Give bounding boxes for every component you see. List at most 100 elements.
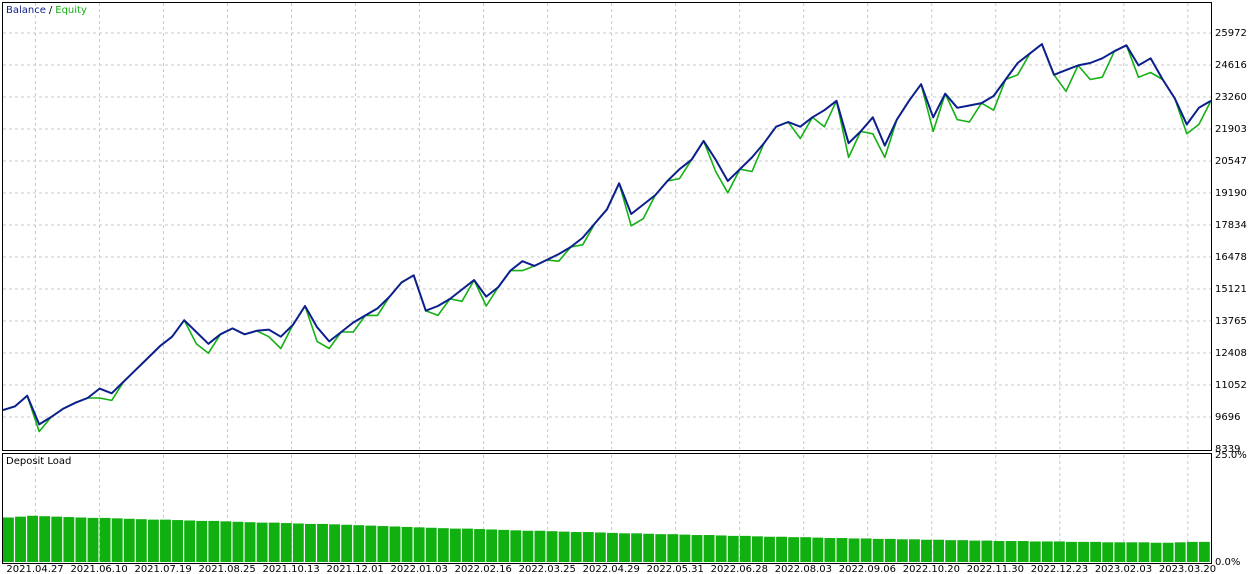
x-tick-label: 2022.02.16 (455, 564, 512, 574)
x-tick-label: 2022.08.03 (775, 564, 832, 574)
load-bar (437, 528, 449, 562)
legend-separator: / (49, 5, 53, 16)
load-bar (558, 531, 570, 562)
load-bar (570, 532, 582, 562)
y-tick-label: 15121 (1215, 284, 1247, 295)
load-bar (27, 515, 39, 562)
load-bar (99, 517, 111, 562)
load-bar (1174, 542, 1186, 562)
load-bar (87, 517, 99, 562)
load-bar (764, 536, 775, 562)
x-tick-label: 2021.10.13 (263, 564, 320, 574)
load-bar (546, 531, 558, 562)
load-bar (667, 534, 679, 562)
legend: Balance / Equity (6, 5, 87, 16)
load-bar (522, 530, 534, 562)
load-bar (449, 528, 461, 562)
load-bar (244, 522, 256, 562)
load-bar (981, 540, 993, 562)
load-bar (691, 535, 703, 562)
load-bar (655, 534, 667, 562)
load-bar (220, 521, 232, 562)
load-bar (1066, 541, 1077, 562)
x-tick-label: 2022.06.28 (711, 564, 768, 574)
load-bar (739, 535, 751, 562)
load-bar (1198, 541, 1210, 562)
y-tick-label: 20547 (1215, 156, 1247, 167)
load-bar (75, 517, 87, 562)
load-bar (15, 516, 26, 562)
legend-entry: Equity (55, 5, 87, 16)
load-bar (872, 538, 884, 562)
load-bar (800, 537, 812, 562)
y-tick-label: 25972 (1215, 28, 1247, 39)
load-bar (896, 539, 908, 562)
x-tick-label: 2023.03.20 (1159, 564, 1216, 574)
load-bar (208, 520, 220, 562)
load-bar (679, 534, 691, 562)
load-bar (63, 517, 75, 562)
load-bar (401, 526, 413, 562)
y-tick-label: 21903 (1215, 124, 1247, 135)
y-tick-label: 0.0% (1215, 557, 1240, 568)
load-bar (945, 540, 957, 562)
load-bar (594, 532, 606, 562)
load-bar (631, 533, 643, 562)
load-bar (184, 520, 196, 562)
load-bar (776, 536, 787, 562)
load-bar (1126, 542, 1138, 562)
load-bar (1102, 542, 1114, 562)
load-bar (256, 522, 268, 562)
load-bar (329, 524, 341, 562)
load-bar (39, 516, 51, 562)
load-bar (1029, 541, 1041, 562)
load-bar (957, 540, 969, 562)
load-bar (1053, 541, 1065, 562)
load-bar (160, 519, 171, 562)
load-bar (643, 533, 655, 562)
y-tick-label: 8339 (1215, 444, 1240, 455)
load-bar (824, 538, 836, 562)
load-bar (1186, 541, 1198, 562)
load-bar (836, 538, 848, 562)
load-bar (51, 516, 63, 562)
load-bar (317, 523, 328, 562)
load-bar (135, 519, 147, 562)
x-tick-label: 2022.11.30 (967, 564, 1024, 574)
y-tick-label: 9696 (1215, 412, 1240, 423)
load-bar (377, 526, 389, 562)
load-bar (111, 518, 123, 562)
load-bar (3, 517, 14, 562)
y-tick-label: 19190 (1215, 188, 1247, 199)
main-panel (2, 2, 1212, 451)
x-tick-label: 2021.06.10 (70, 564, 127, 574)
y-tick-label: 16478 (1215, 252, 1247, 263)
load-bar (341, 524, 353, 562)
load-bar (812, 537, 824, 562)
mark-layer (2, 43, 1212, 562)
load-bar (232, 521, 244, 562)
load-bar (196, 520, 208, 562)
load-bar (425, 527, 437, 562)
x-tick-label: 2023.02.03 (1095, 564, 1152, 574)
load-bar (1078, 541, 1089, 562)
load-bar (860, 538, 872, 562)
legend-entry: Balance (6, 5, 46, 16)
load-bar (305, 523, 316, 562)
x-tick-label: 2022.04.29 (583, 564, 640, 574)
load-bar (413, 527, 425, 562)
x-tick-label: 2022.09.06 (839, 564, 896, 574)
load-bar (534, 530, 546, 562)
load-bar (1138, 542, 1150, 562)
x-tick-label: 2022.03.25 (519, 564, 576, 574)
x-tick-label: 2021.12.01 (327, 564, 384, 574)
x-tick-label: 2022.05.31 (647, 564, 704, 574)
load-bar (1090, 541, 1102, 562)
panel-title: Deposit Load (6, 456, 71, 467)
load-bar (619, 533, 630, 562)
x-tick-label: 2022.10.20 (903, 564, 960, 574)
load-bar (909, 539, 920, 562)
x-tick-label: 2022.12.23 (1031, 564, 1088, 574)
grid-layer (3, 3, 1211, 562)
